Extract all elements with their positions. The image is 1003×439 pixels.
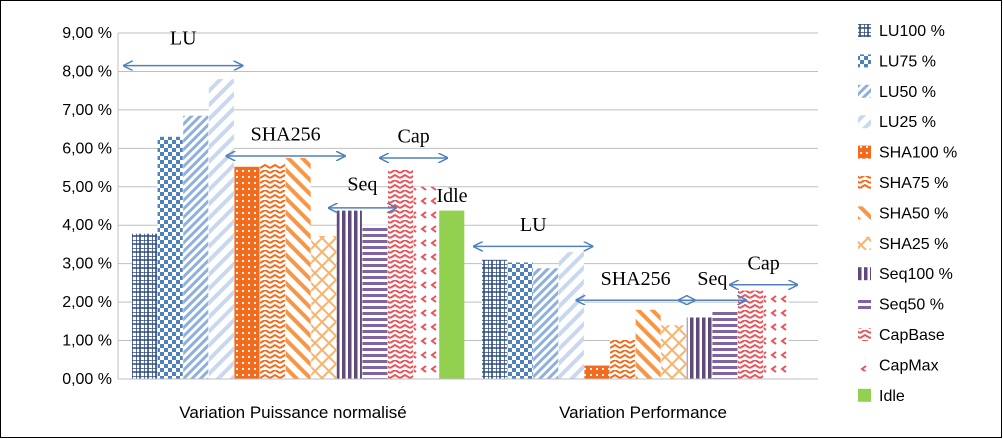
legend-label: Seq50 % [879,297,944,314]
bar-seq50-1 [712,310,738,379]
bar-seq100-1 [686,317,712,379]
legend-swatch [858,236,871,250]
bar-sha100-1 [584,365,610,379]
bar-sha50-0 [285,157,311,379]
annotation-label: Cap [747,252,779,274]
legend-swatch [858,54,871,68]
bar-sha100-0 [234,166,260,379]
legend-swatch [858,267,871,281]
annotation-label: LU [520,214,547,236]
bar-lu25-0 [208,79,234,379]
legend-swatch [858,388,871,402]
legend-swatch [858,206,871,220]
legend-label: Idle [879,388,905,405]
annotation-label: Seq [697,268,727,290]
annotation-label: Idle [436,185,467,207]
annotation-label: Seq [347,174,377,196]
bar-lu75-0 [157,136,183,379]
bar-capbase-0 [388,169,414,379]
bar-lu100-1 [482,259,508,379]
legend-label: LU50 % [879,84,936,101]
bar-sha25-1 [661,325,687,379]
legend-label: LU75 % [879,53,936,70]
y-tick-label: 9,00 % [62,25,112,42]
bar-lu75-1 [507,262,533,379]
legend-swatch [858,328,871,341]
y-tick-label: 0,00 % [62,371,112,388]
bar-sha75-0 [260,163,286,379]
y-tick-label: 1,00 % [62,333,112,350]
y-tick-label: 7,00 % [62,102,112,119]
legend-label: CapMax [879,357,939,374]
legend-label: SHA100 % [879,145,957,162]
legend-label: SHA50 % [879,205,948,222]
y-tick-label: 6,00 % [62,140,112,157]
bar-capbase-1 [738,290,764,379]
bar-seq50-0 [362,225,388,379]
legend-swatch [858,145,871,159]
bar-lu25-1 [558,252,584,379]
x-category-label: Variation Puissance normalisé [179,403,406,422]
x-category-label: Variation Performance [559,403,727,422]
bar-sha50-1 [635,309,661,379]
legend-label: Seq100 % [879,266,953,283]
legend-swatch [858,24,871,37]
bar-sha25-0 [311,235,337,379]
legend-label: SHA25 % [879,236,948,253]
bar-lu100-0 [132,233,158,379]
axes: 0,00 % 1,00 % 2,00 % 3,00 % 4,00 % 5,00 % 6,00… [62,25,818,422]
legend-swatch [858,297,871,311]
legend-label: LU25 % [879,114,936,131]
annotation-label: SHA256 [251,124,321,146]
annotations: LU SHA256 Seq Cap Idle LU SHA256 Seq Cap [124,28,797,301]
y-tick-label: 5,00 % [62,179,112,196]
annotation-label: LU [170,28,197,50]
legend-label: SHA75 % [879,175,948,192]
bar-seq100-0 [336,210,362,379]
bar-lu50-0 [183,115,209,380]
y-tick-label: 2,00 % [62,294,112,311]
annotation-label: Cap [397,126,429,148]
y-tick-label: 3,00 % [62,256,112,273]
bar-capmax-0 [413,186,439,379]
legend-swatch [858,358,871,372]
bar-lu50-1 [533,268,559,379]
legend-swatch [858,84,871,98]
y-tick-label: 4,00 % [62,217,112,234]
annotation-label: SHA256 [601,268,671,290]
bar-sha75-1 [610,338,636,379]
legend-label: CapBase [879,327,945,344]
y-tick-label: 8,00 % [62,63,112,80]
bars [132,79,789,380]
legend: LU100 % LU75 % LU50 % LU25 % SHA100 % SHA75 %… [858,23,957,405]
legend-label: LU100 % [879,23,945,40]
legend-swatch [858,176,871,189]
bar-idle-0 [439,210,465,379]
bar-capmax-1 [763,288,789,379]
legend-swatch [858,115,871,129]
